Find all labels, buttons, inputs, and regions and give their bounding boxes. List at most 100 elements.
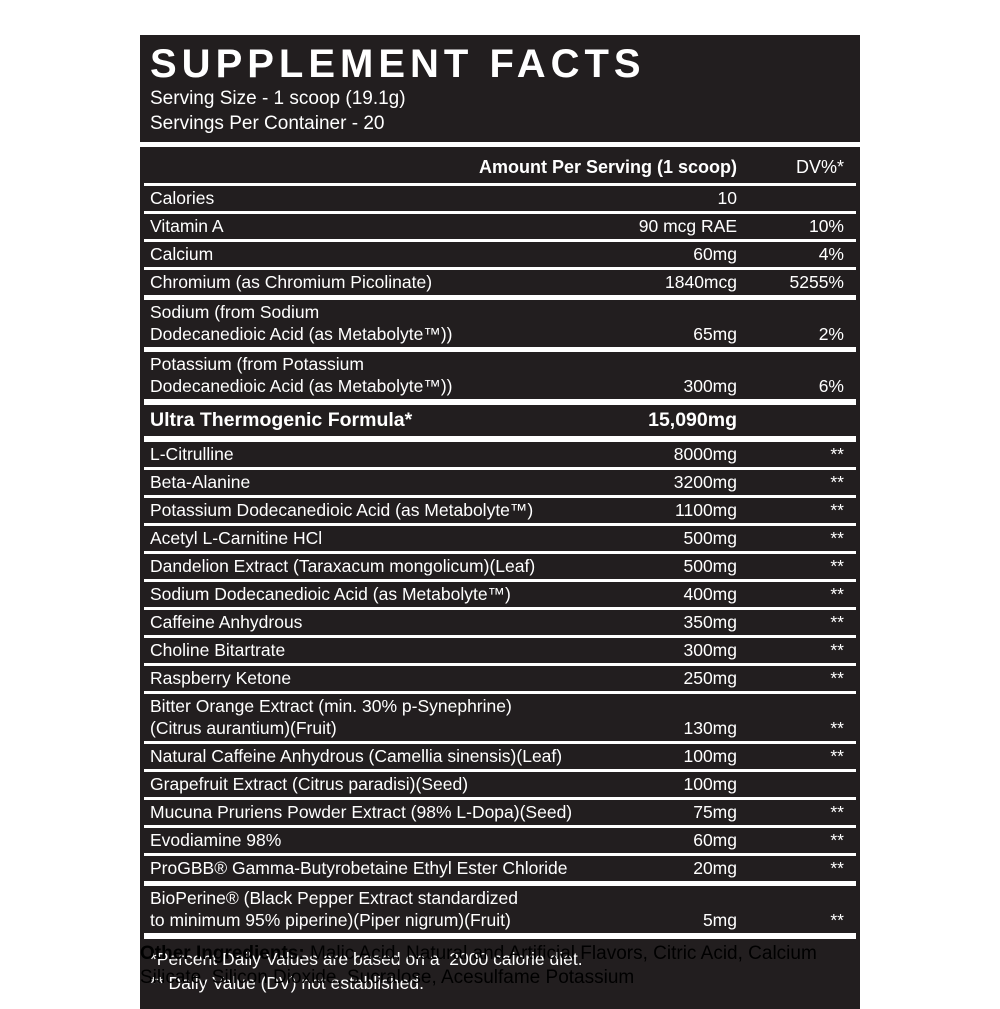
ingredient-dv: ** [830,668,844,688]
ingredient-name: Bitter Orange Extract (min. 30% p-Syneph… [150,696,512,738]
ingredient-dv: ** [830,612,844,632]
ingredient-amount: 5mg [702,910,737,930]
table-row: Dandelion Extract (Taraxacum mongolicum)… [144,551,856,579]
ingredient-dv: ** [830,910,844,930]
ingredient-amount: 500mg [683,556,737,576]
ingredient-dv: 6% [818,376,844,396]
ingredient-dv: ** [830,830,844,850]
facts-table: Amount Per Serving (1 scoop) DV%* Calori… [140,147,860,1009]
ingredient-dv: 10% [808,216,844,236]
table-row: Choline Bitartrate 300mg ** [144,635,856,663]
ingredient-dv: ** [830,584,844,604]
ingredient-name: Potassium Dodecanedioic Acid (as Metabol… [150,500,534,520]
dv-header: DV%* [795,157,844,177]
table-row: Potassium (from Potassium Dodecanedioic A… [144,347,856,399]
ingredient-dv: 2% [818,324,844,344]
ingredient-amount: 75mg [693,802,737,822]
table-row: Sodium Dodecanedioic Acid (as Metabolyte… [144,579,856,607]
ingredient-amount: 500mg [683,528,737,548]
supplement-facts-title: SUPPLEMENT FACTS [150,42,646,86]
table-row: Bitter Orange Extract (min. 30% p-Syneph… [144,691,856,741]
section-title: Ultra Thermogenic Formula* [150,409,413,431]
ingredient-name: Sodium Dodecanedioic Acid (as Metabolyte… [150,584,511,604]
ingredient-rows: L-Citrulline 8000mg ** Beta-Alanine 3200mg **… [144,442,856,933]
ingredient-dv: ** [830,802,844,822]
table-row: ProGBB® Gamma-Butyrobetaine Ethyl Ester … [144,853,856,881]
ingredient-name: Chromium (as Chromium Picolinate) [150,272,433,292]
table-row: Potassium Dodecanedioic Acid (as Metabol… [144,495,856,523]
ingredient-name: Raspberry Ketone [150,668,292,688]
ingredient-name: Evodiamine 98% [150,830,282,850]
table-row: Chromium (as Chromium Picolinate) 1840mcg… [144,267,856,295]
ingredient-dv: ** [830,472,844,492]
ingredient-name: Potassium (from Potassium Dodecanedioic A… [150,354,453,396]
ingredient-amount: 65mg [693,324,737,344]
ingredient-name: Grapefruit Extract (Citrus paradisi)(See… [150,774,469,794]
serving-size: Serving Size - 1 scoop (19.1g) [150,88,406,109]
ingredient-dv: ** [830,718,844,738]
ingredient-dv: ** [830,444,844,464]
footnotes-block: *Percent Daily Values are based on a 200… [144,933,856,1004]
ingredient-amount: 300mg [683,640,737,660]
ingredient-dv: ** [830,500,844,520]
table-header-row: Amount Per Serving (1 scoop) DV%* [144,147,856,183]
table-row: Grapefruit Extract (Citrus paradisi)(See… [144,769,856,797]
ingredient-amount: 130mg [683,718,737,738]
table-row: Mucuna Pruriens Powder Extract (98% L-Do… [144,797,856,825]
servings-per-container: Servings Per Container - 20 [150,113,385,134]
table-row: Natural Caffeine Anhydrous (Camellia sin… [144,741,856,769]
table-row: Raspberry Ketone 250mg ** [144,663,856,691]
ingredient-amount: 100mg [683,746,737,766]
ingredient-name: Mucuna Pruriens Powder Extract (98% L-Do… [150,802,573,822]
table-row: Sodium (from Sodium Dodecanedioic Acid (a… [144,295,856,347]
table-row: L-Citrulline 8000mg ** [144,442,856,467]
table-row: Beta-Alanine 3200mg ** [144,467,856,495]
other-ingredients-label: Other Ingredients: [140,943,305,964]
ingredient-dv: ** [830,640,844,660]
ingredient-name: Calories [150,188,215,208]
ingredient-amount: 1100mg [675,500,737,520]
footnote-dv-not-established: ** Daily Value (DV) not established. [150,973,424,993]
supplement-facts-panel: SUPPLEMENT FACTS Serving Size - 1 scoop … [140,35,860,1009]
ingredient-name: Choline Bitartrate [150,640,286,660]
table-row: Acetyl L-Carnitine HCl 500mg ** [144,523,856,551]
ingredient-amount: 90 mcg RAE [638,216,737,236]
ingredient-name: Dandelion Extract (Taraxacum mongolicum)… [150,556,536,576]
ingredient-dv: 5255% [789,272,845,292]
ingredient-dv: 4% [818,244,844,264]
table-row: BioPerine® (Black Pepper Extract standar… [144,881,856,933]
ingredient-amount: 60mg [693,830,737,850]
ingredient-name: Caffeine Anhydrous [150,612,303,632]
ingredient-name: Acetyl L-Carnitine HCl [150,528,323,548]
ingredient-amount: 60mg [693,244,737,264]
title-block: SUPPLEMENT FACTS Serving Size - 1 scoop … [140,35,860,142]
ingredient-amount: 20mg [693,858,737,878]
other-ingredients: Other Ingredients: Malic Acid, Natural a… [140,942,840,990]
ingredient-dv: ** [830,556,844,576]
ingredient-name: Vitamin A [150,216,224,236]
table-row: Calories 10 [144,183,856,211]
ingredient-amount: 400mg [683,584,737,604]
ingredient-amount: 1840mcg [665,272,737,292]
table-row: Vitamin A 90 mcg RAE 10% [144,211,856,239]
section-total-amount: 15,090mg [648,409,737,431]
nutrient-rows: Calories 10 Vitamin A 90 mcg RAE 10% Calcium 6… [144,183,856,399]
ingredient-amount: 250mg [683,668,737,688]
amount-per-serving-header: Amount Per Serving (1 scoop) [478,157,737,177]
table-row: Calcium 60mg 4% [144,239,856,267]
section-header-row: Ultra Thermogenic Formula* 15,090mg [144,399,856,442]
ingredient-name: Calcium [150,244,214,264]
ingredient-amount: 3200mg [673,472,737,492]
ingredient-dv: ** [830,528,844,548]
ingredient-amount: 100mg [683,774,737,794]
ingredient-dv: ** [830,746,844,766]
ingredient-name: L-Citrulline [150,444,234,464]
ingredient-amount: 350mg [683,612,737,632]
other-ingredients-text: Malic Acid, Natural and Artificial Flavo… [140,943,817,988]
table-row: Evodiamine 98% 60mg ** [144,825,856,853]
ingredient-name: Beta-Alanine [150,472,251,492]
footnote-daily-values: *Percent Daily Values are based on a 200… [150,949,583,969]
ingredient-name: ProGBB® Gamma-Butyrobetaine Ethyl Ester … [150,858,568,878]
ingredient-amount: 10 [717,188,737,208]
